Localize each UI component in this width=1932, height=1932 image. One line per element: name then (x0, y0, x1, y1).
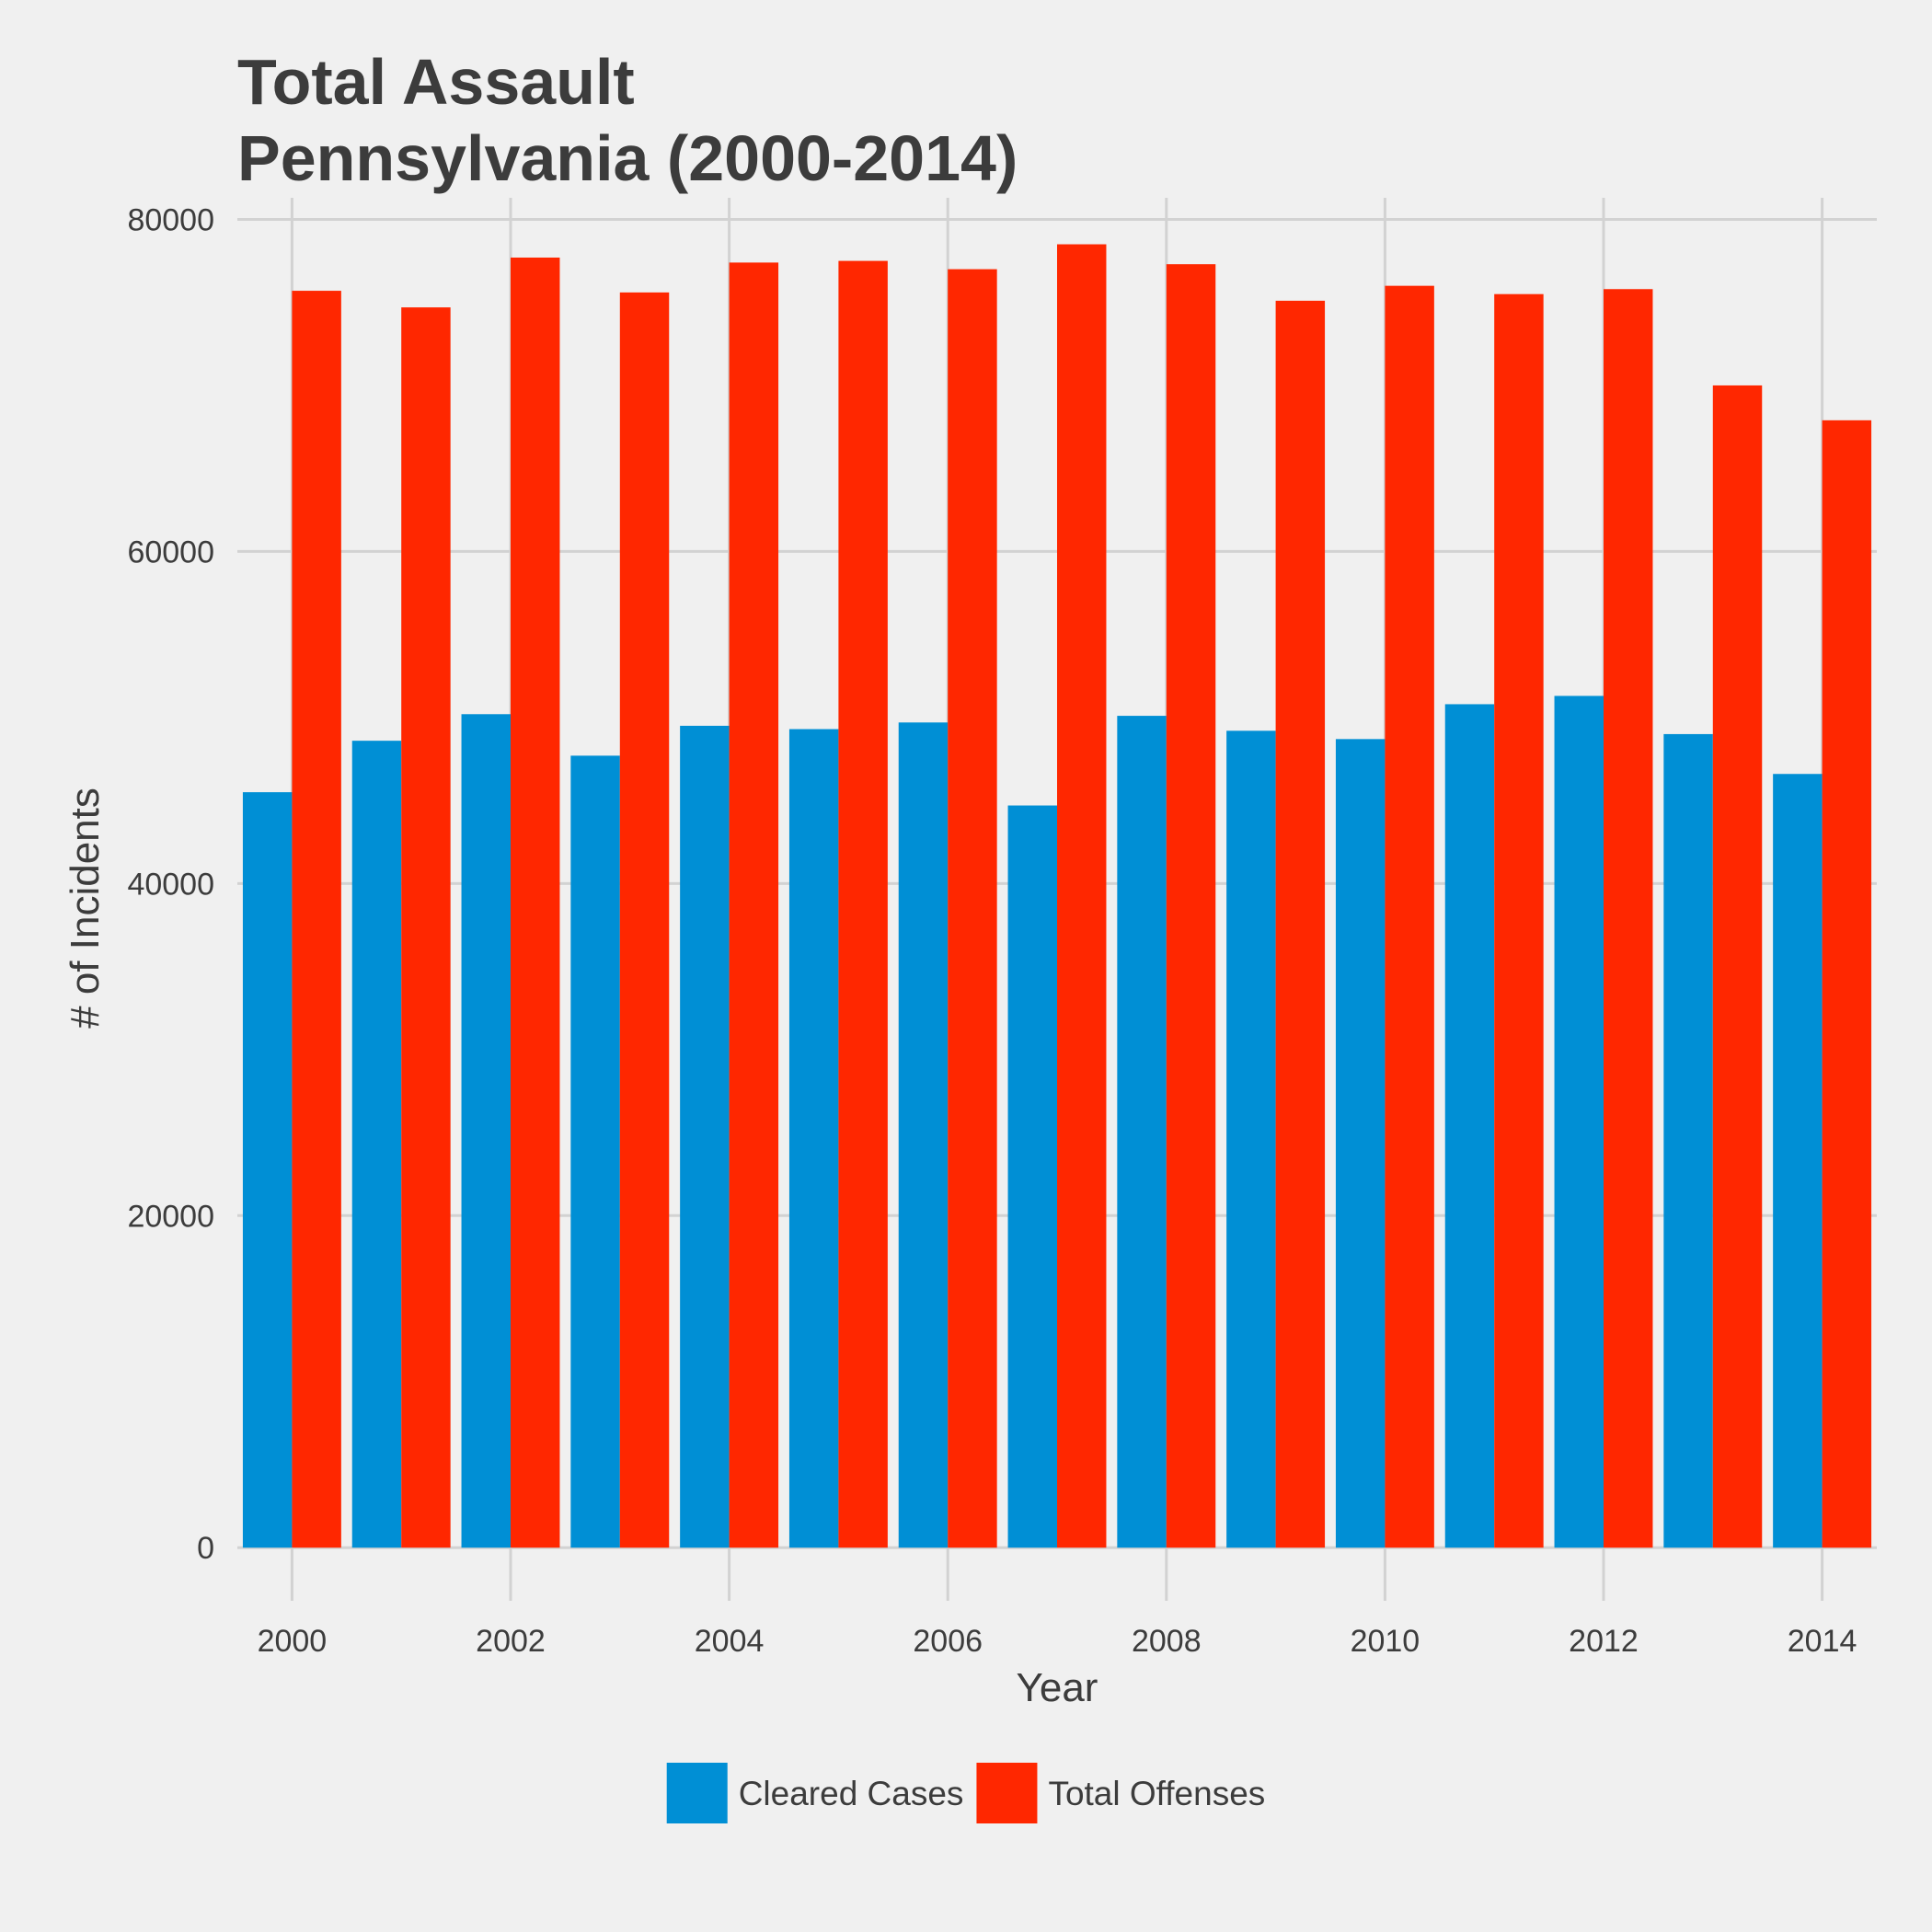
legend-swatch-cleared-cases (666, 1763, 728, 1823)
y-axis-title: # of Incidents (63, 788, 108, 1029)
y-tick-label: 80000 (127, 202, 214, 237)
y-axis-ticks: 0 20000 40000 60000 80000 (127, 202, 214, 1566)
bar-cleared-cases-2007 (1007, 805, 1057, 1548)
x-tick-label: 2004 (695, 1624, 765, 1659)
bar-cleared-cases-2014 (1773, 774, 1823, 1548)
x-tick-label: 2008 (1132, 1624, 1202, 1659)
bars (242, 244, 1872, 1548)
bar-total-offenses-2006 (948, 269, 997, 1548)
bar-total-offenses-2014 (1822, 420, 1872, 1548)
bar-cleared-cases-2000 (242, 792, 293, 1548)
bar-cleared-cases-2012 (1554, 696, 1604, 1548)
x-tick-label: 2012 (1569, 1624, 1639, 1659)
y-tick-label: 20000 (127, 1199, 214, 1234)
bar-total-offenses-2007 (1057, 244, 1107, 1548)
bar-total-offenses-2002 (511, 257, 560, 1548)
y-tick-label: 0 (197, 1531, 214, 1566)
bar-total-offenses-2012 (1604, 289, 1653, 1548)
bar-total-offenses-2008 (1166, 264, 1216, 1548)
bar-cleared-cases-2013 (1663, 733, 1713, 1548)
legend: Cleared Cases Total Offenses (666, 1763, 1265, 1823)
chart-subtitle: Pennsylvania (2000-2014) (237, 122, 1018, 194)
x-tick-label: 2000 (258, 1624, 328, 1659)
bar-cleared-cases-2005 (788, 729, 839, 1548)
x-tick-label: 2014 (1788, 1624, 1857, 1659)
x-tick-label: 2002 (476, 1624, 546, 1659)
bar-cleared-cases-2001 (351, 741, 402, 1548)
bar-cleared-cases-2003 (570, 755, 620, 1548)
legend-label-total-offenses: Total Offenses (1048, 1775, 1265, 1812)
x-tick-label: 2006 (913, 1624, 983, 1659)
bar-total-offenses-2004 (729, 262, 779, 1548)
bar-cleared-cases-2009 (1226, 730, 1276, 1548)
bar-total-offenses-2000 (292, 291, 341, 1548)
bar-cleared-cases-2006 (898, 722, 949, 1548)
bar-total-offenses-2005 (838, 260, 888, 1548)
bar-total-offenses-2011 (1494, 293, 1544, 1548)
chart-title: Total Assault (237, 46, 635, 118)
legend-label-cleared-cases: Cleared Cases (739, 1775, 964, 1812)
bar-total-offenses-2010 (1385, 285, 1434, 1548)
bar-cleared-cases-2011 (1444, 704, 1495, 1548)
bar-cleared-cases-2008 (1117, 716, 1167, 1548)
y-tick-label: 40000 (127, 867, 214, 902)
bar-cleared-cases-2010 (1335, 739, 1386, 1548)
bar-cleared-cases-2002 (461, 714, 511, 1548)
x-axis-ticks: 2000 2002 2004 2006 2008 2010 2012 2014 (258, 1624, 1857, 1659)
x-axis-title: Year (1017, 1665, 1098, 1710)
bar-total-offenses-2003 (619, 292, 670, 1548)
x-tick-label: 2010 (1351, 1624, 1420, 1659)
legend-swatch-total-offenses (976, 1763, 1038, 1823)
bar-total-offenses-2001 (401, 307, 451, 1548)
bar-total-offenses-2009 (1275, 300, 1326, 1548)
bar-total-offenses-2013 (1712, 385, 1763, 1548)
y-tick-label: 60000 (127, 535, 214, 569)
bar-cleared-cases-2004 (680, 725, 730, 1548)
